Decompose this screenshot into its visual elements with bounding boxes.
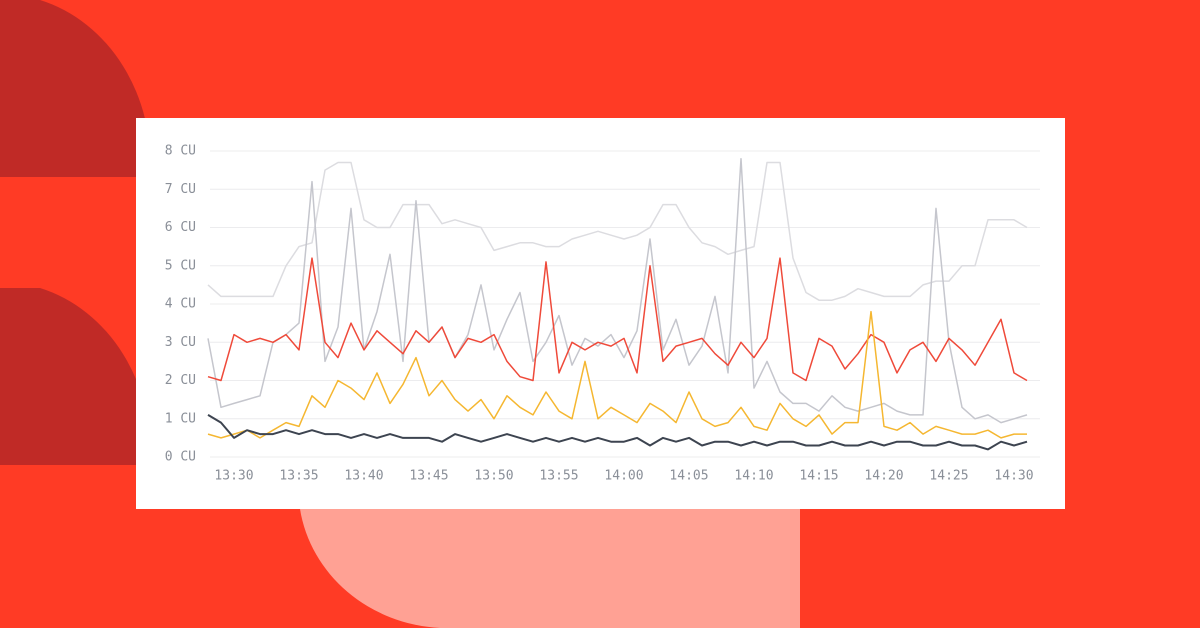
x-tick-label: 14:25 [929,469,968,484]
x-tick-label: 14:00 [604,469,643,484]
series-line [207,414,1028,451]
x-tick-label: 13:40 [344,469,383,484]
y-tick-label: 4 CU [165,297,196,312]
chart-panel [136,118,1065,509]
y-tick-label: 0 CU [165,450,196,465]
series-line [207,257,1028,382]
x-tick-label: 13:55 [539,469,578,484]
y-tick-label: 2 CU [165,373,196,388]
decor-shape [300,509,800,628]
y-tick-label: 3 CU [165,335,196,350]
y-tick-label: 5 CU [165,258,196,273]
x-tick-label: 14:10 [734,469,773,484]
x-tick-label: 13:30 [214,469,253,484]
y-tick-label: 6 CU [165,220,196,235]
y-tick-label: 7 CU [165,182,196,197]
x-tick-label: 14:30 [994,469,1033,484]
y-tick-label: 1 CU [165,411,196,426]
x-tick-label: 14:05 [669,469,708,484]
x-tick-label: 14:15 [799,469,838,484]
series-line [207,310,1027,439]
decor-shape [0,288,151,465]
y-tick-label: 8 CU [165,144,196,159]
series-line [207,161,1028,301]
x-tick-label: 13:45 [409,469,448,484]
series-line [207,157,1028,424]
x-tick-label: 13:50 [474,469,513,484]
x-tick-label: 14:20 [864,469,903,484]
x-tick-label: 13:35 [279,469,318,484]
decor-shape [0,0,151,177]
